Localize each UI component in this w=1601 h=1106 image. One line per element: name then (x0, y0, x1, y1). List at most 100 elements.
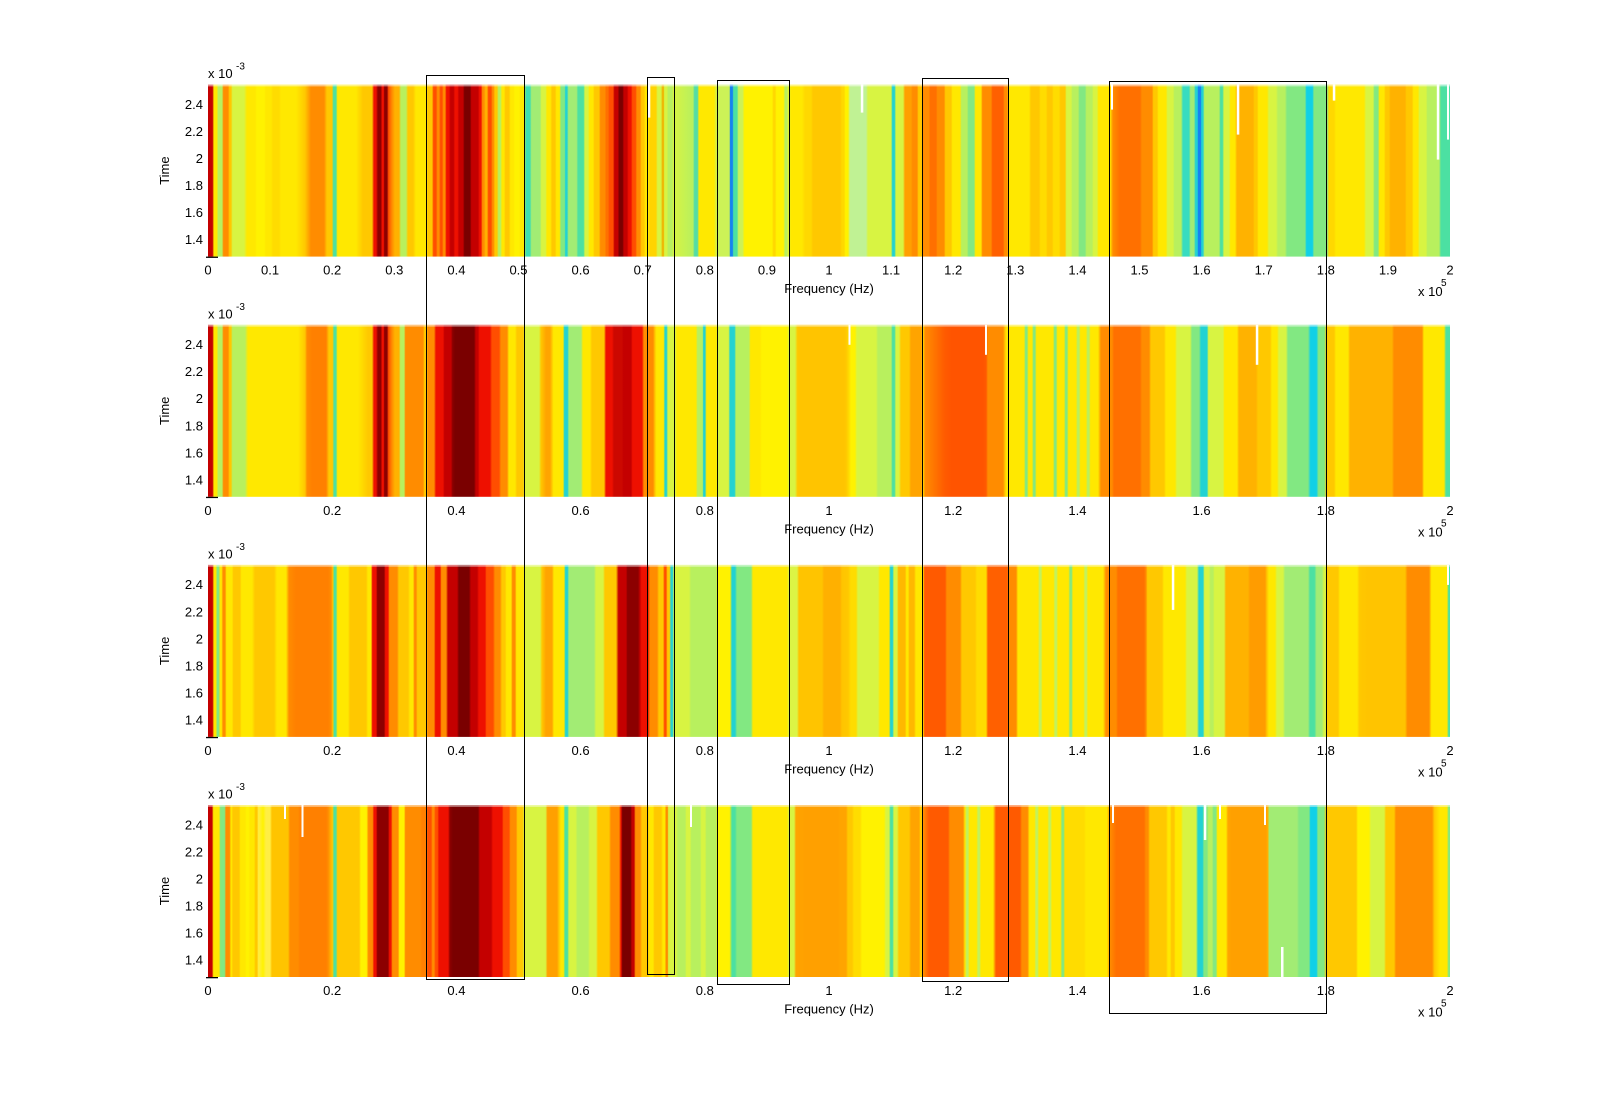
svg-text:0.6: 0.6 (572, 743, 590, 758)
svg-text:1.6: 1.6 (185, 205, 203, 220)
svg-text:1: 1 (825, 743, 832, 758)
svg-text:x 10: x 10 (1418, 524, 1443, 539)
svg-text:2: 2 (196, 631, 203, 646)
svg-text:Time: Time (157, 877, 172, 905)
svg-text:0.4: 0.4 (447, 263, 465, 278)
svg-text:0.9: 0.9 (758, 263, 776, 278)
svg-text:x 10: x 10 (208, 787, 233, 802)
svg-text:0.8: 0.8 (696, 983, 714, 998)
svg-text:x 10: x 10 (208, 306, 233, 321)
svg-text:1.4: 1.4 (185, 232, 203, 247)
svg-text:1.8: 1.8 (185, 418, 203, 433)
svg-text:-3: -3 (236, 782, 245, 793)
svg-text:0.4: 0.4 (447, 743, 465, 758)
svg-text:5: 5 (1441, 758, 1447, 769)
svg-text:2: 2 (1446, 503, 1453, 518)
svg-text:0.4: 0.4 (447, 983, 465, 998)
svg-text:2.4: 2.4 (185, 97, 203, 112)
svg-text:1.8: 1.8 (1317, 503, 1335, 518)
svg-text:0.6: 0.6 (572, 503, 590, 518)
svg-text:0: 0 (204, 983, 211, 998)
svg-text:1: 1 (825, 983, 832, 998)
svg-text:1.2: 1.2 (944, 743, 962, 758)
svg-text:1.6: 1.6 (185, 926, 203, 941)
svg-text:1.8: 1.8 (1317, 743, 1335, 758)
svg-text:-3: -3 (236, 302, 245, 313)
svg-text:1.8: 1.8 (185, 658, 203, 673)
svg-text:1: 1 (825, 263, 832, 278)
svg-text:0.8: 0.8 (696, 503, 714, 518)
svg-text:0.1: 0.1 (261, 263, 279, 278)
svg-text:1.7: 1.7 (1255, 263, 1273, 278)
svg-text:5: 5 (1441, 278, 1447, 289)
svg-text:2: 2 (196, 391, 203, 406)
svg-text:1.2: 1.2 (944, 263, 962, 278)
svg-text:0.7: 0.7 (634, 263, 652, 278)
svg-text:Frequency (Hz): Frequency (Hz) (784, 761, 874, 776)
svg-text:1.8: 1.8 (1317, 263, 1335, 278)
svg-text:1.9: 1.9 (1379, 263, 1397, 278)
svg-text:2.2: 2.2 (185, 124, 203, 139)
svg-text:1.6: 1.6 (185, 685, 203, 700)
svg-text:1.5: 1.5 (1130, 263, 1148, 278)
svg-text:x 10: x 10 (1418, 284, 1443, 299)
svg-text:2.2: 2.2 (185, 844, 203, 859)
svg-text:5: 5 (1441, 518, 1447, 529)
svg-text:0: 0 (204, 503, 211, 518)
svg-text:Frequency (Hz): Frequency (Hz) (784, 521, 874, 536)
svg-text:2: 2 (1446, 263, 1453, 278)
svg-text:1.3: 1.3 (1006, 263, 1024, 278)
svg-text:Frequency (Hz): Frequency (Hz) (784, 281, 874, 296)
svg-text:1.6: 1.6 (1193, 983, 1211, 998)
svg-text:0.2: 0.2 (323, 263, 341, 278)
svg-text:0.4: 0.4 (447, 503, 465, 518)
svg-text:2.2: 2.2 (185, 604, 203, 619)
svg-text:1.6: 1.6 (185, 445, 203, 460)
svg-text:1.4: 1.4 (185, 472, 203, 487)
svg-text:2: 2 (1446, 743, 1453, 758)
svg-text:-3: -3 (236, 542, 245, 553)
svg-text:0.2: 0.2 (323, 983, 341, 998)
svg-text:1.4: 1.4 (1068, 263, 1086, 278)
svg-text:1.6: 1.6 (1193, 503, 1211, 518)
svg-text:0.6: 0.6 (572, 263, 590, 278)
svg-text:x 10: x 10 (208, 66, 233, 81)
svg-text:Time: Time (157, 397, 172, 425)
svg-text:2: 2 (196, 871, 203, 886)
svg-text:1.4: 1.4 (1068, 503, 1086, 518)
svg-text:2: 2 (1446, 983, 1453, 998)
svg-text:5: 5 (1441, 999, 1447, 1010)
svg-text:1.8: 1.8 (185, 899, 203, 914)
svg-text:1.1: 1.1 (882, 263, 900, 278)
svg-text:0.3: 0.3 (385, 263, 403, 278)
svg-text:1.4: 1.4 (1068, 743, 1086, 758)
svg-text:1.6: 1.6 (1193, 263, 1211, 278)
svg-text:2.4: 2.4 (185, 817, 203, 832)
svg-text:2.4: 2.4 (185, 577, 203, 592)
svg-text:Frequency (Hz): Frequency (Hz) (784, 1002, 874, 1017)
svg-text:x 10: x 10 (1418, 764, 1443, 779)
svg-text:0.8: 0.8 (696, 263, 714, 278)
svg-text:0.2: 0.2 (323, 743, 341, 758)
svg-text:2: 2 (196, 151, 203, 166)
svg-text:0.2: 0.2 (323, 503, 341, 518)
svg-text:1.4: 1.4 (185, 713, 203, 728)
svg-text:x 10: x 10 (1418, 1005, 1443, 1020)
svg-text:x 10: x 10 (208, 546, 233, 561)
svg-text:Time: Time (157, 637, 172, 665)
svg-text:1.8: 1.8 (185, 178, 203, 193)
svg-text:0: 0 (204, 743, 211, 758)
svg-text:1.4: 1.4 (1068, 983, 1086, 998)
svg-text:1.2: 1.2 (944, 503, 962, 518)
svg-text:1.8: 1.8 (1317, 983, 1335, 998)
svg-text:Time: Time (157, 156, 172, 184)
svg-text:1.4: 1.4 (185, 953, 203, 968)
svg-text:2.4: 2.4 (185, 337, 203, 352)
svg-text:2.2: 2.2 (185, 364, 203, 379)
svg-text:-3: -3 (236, 62, 245, 73)
svg-text:1: 1 (825, 503, 832, 518)
svg-text:0.8: 0.8 (696, 743, 714, 758)
svg-text:1.2: 1.2 (944, 983, 962, 998)
svg-text:0.5: 0.5 (509, 263, 527, 278)
svg-text:0.6: 0.6 (572, 983, 590, 998)
